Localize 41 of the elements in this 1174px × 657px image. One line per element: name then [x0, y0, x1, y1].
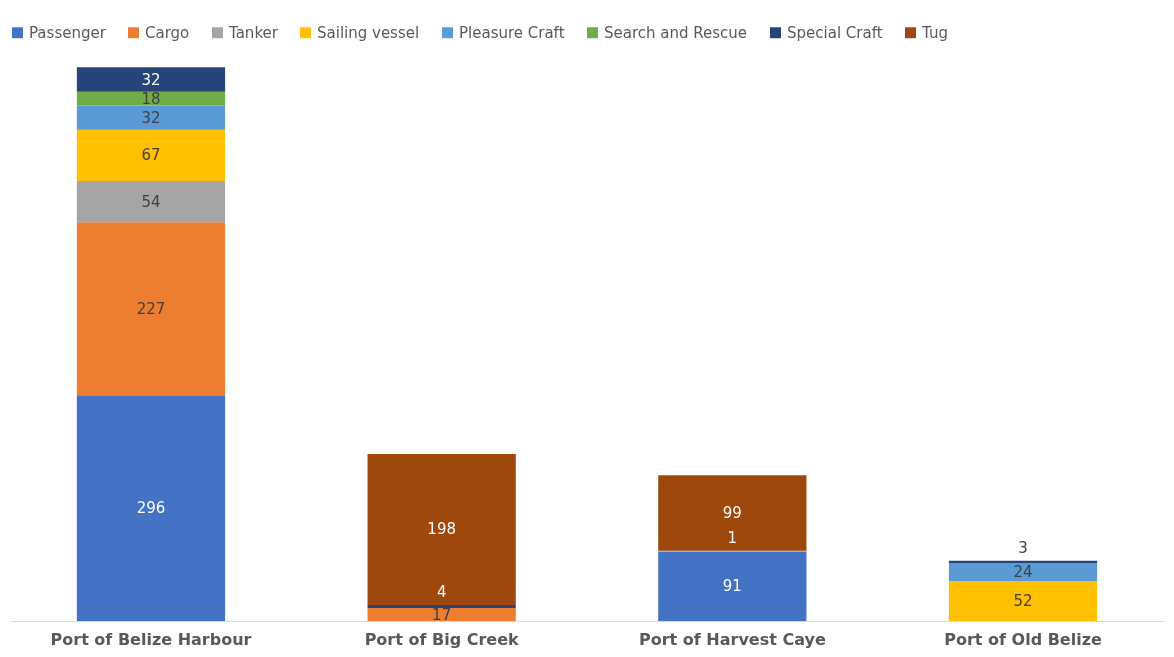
bar	[76, 67, 226, 92]
bar	[76, 105, 226, 130]
data-label: 4	[436, 582, 447, 601]
data-label: 32	[141, 70, 161, 89]
legend-label: Pleasure Craft	[459, 23, 565, 42]
legend-label: Tanker	[228, 23, 279, 42]
bar	[367, 608, 516, 621]
x-tick-label: Port of Belize Harbour	[50, 629, 252, 649]
legend-label: Cargo	[145, 23, 190, 42]
data-label: 91	[722, 577, 742, 596]
bar	[367, 604, 516, 609]
data-label: 17	[432, 605, 452, 624]
bar	[76, 222, 226, 396]
data-label: 32	[141, 108, 161, 127]
bar	[948, 581, 1098, 621]
legend-label: Tug	[921, 23, 948, 42]
legend-label: Search and Rescue	[604, 23, 748, 42]
bar	[76, 129, 226, 181]
bar	[658, 551, 807, 621]
bar	[76, 180, 226, 223]
legend-label: Special Craft	[787, 23, 883, 42]
x-tick-label: Port of Big Creek	[364, 629, 520, 649]
data-label: 67	[141, 146, 161, 165]
x-tick-label: Port of Old Belize	[944, 629, 1102, 649]
x-tick-label: Port of Harvest Caye	[638, 629, 826, 649]
bar	[76, 395, 226, 621]
data-label: 52	[1013, 592, 1033, 611]
legend-label: Sailing vessel	[317, 23, 420, 42]
bar	[658, 475, 807, 551]
bar	[367, 453, 516, 605]
legend-label: Passenger	[29, 23, 107, 42]
bar	[948, 563, 1098, 582]
data-label: 54	[141, 192, 161, 211]
data-label: 18	[141, 89, 161, 108]
data-label: 24	[1013, 563, 1033, 582]
data-label: 3	[1018, 538, 1028, 557]
data-label: 1	[727, 528, 738, 547]
data-label: 198	[427, 520, 456, 539]
data-label: 296	[136, 499, 166, 518]
data-label: 99	[722, 504, 742, 523]
data-label: 227	[136, 299, 166, 318]
